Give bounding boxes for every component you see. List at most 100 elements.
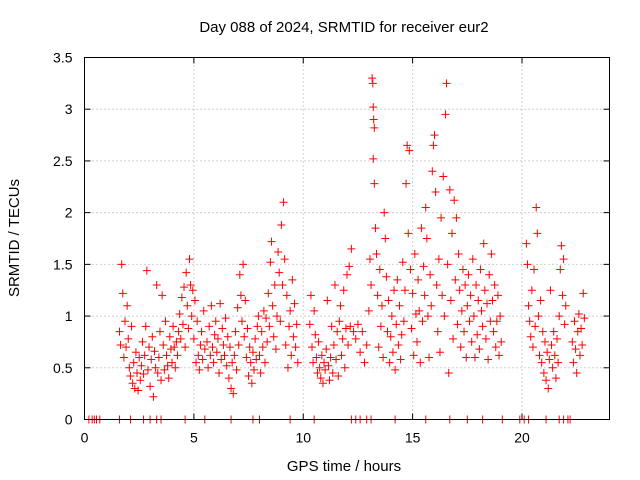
data-point [490,281,499,290]
data-point [423,312,432,321]
data-point [280,255,289,264]
data-point [339,286,348,295]
data-point [116,341,125,350]
data-point [130,384,139,393]
data-point [540,337,549,346]
data-point [408,289,417,298]
data-point [234,341,243,350]
data-point [275,268,284,277]
data-point [260,358,269,367]
data-point [215,368,224,377]
data-point [429,141,438,150]
data-point [213,334,222,343]
data-point [437,213,446,222]
data-point [441,110,450,119]
data-point [309,358,318,367]
data-point [255,351,264,360]
data-point [418,317,427,326]
data-point [463,301,472,310]
data-point [174,327,183,336]
data-point [287,351,296,360]
data-point [388,348,397,357]
data-point [416,358,425,367]
data-point [368,79,377,88]
data-point [390,286,399,295]
data-point [397,330,406,339]
data-point [394,341,403,350]
data-point [536,296,545,305]
data-point [428,167,437,176]
data-point [150,347,159,356]
data-point [538,327,547,336]
data-point [182,268,191,277]
data-point [160,365,169,374]
data-point [252,355,261,364]
data-point [320,358,329,367]
data-point [142,266,151,275]
data-point [547,341,556,350]
data-point [544,384,553,393]
data-point [220,351,229,360]
data-point [569,358,578,367]
data-point [312,353,321,362]
data-point [479,239,488,248]
data-point [381,234,390,243]
data-point [246,358,255,367]
data-point [282,291,291,300]
data-point [125,363,134,372]
data-point [267,237,276,246]
data-point [417,224,426,233]
data-point [178,320,187,329]
data-point [375,265,384,274]
data-point [322,345,331,354]
data-point [171,363,180,372]
data-point [133,368,141,377]
data-point [233,303,242,312]
data-point [176,334,185,343]
data-point [306,291,315,300]
data-point [370,123,379,132]
data-point [493,291,502,300]
data-point [483,299,491,308]
data-point [181,343,190,352]
data-point [484,355,493,364]
data-point [137,361,146,370]
y-tick-label: 1.5 [53,256,73,272]
data-point [535,351,544,360]
data-point [143,365,152,374]
data-point [175,310,184,319]
data-point [240,332,249,341]
data-point [305,320,314,329]
data-point [291,343,300,352]
data-point [399,317,408,326]
data-point [533,229,542,238]
data-point [485,270,494,279]
data-point [235,270,244,279]
data-point [430,131,439,140]
data-point [257,327,266,336]
data-point [337,351,346,360]
data-point [270,281,279,290]
data-point [333,327,342,336]
data-point [131,348,140,357]
data-point [323,296,332,305]
data-point [545,355,554,364]
data-point [229,389,238,398]
data-point [258,343,267,352]
data-point [360,358,369,367]
data-point [205,322,214,331]
data-point [127,322,136,331]
data-point [347,244,356,253]
data-point [398,258,407,267]
data-point [194,351,203,360]
data-point [464,270,473,279]
data-point [476,265,485,274]
data-point [548,363,557,372]
data-point [444,368,453,377]
data-point [203,337,211,346]
data-point [317,351,326,360]
data-point [448,229,456,238]
data-point [155,327,164,336]
data-point [241,296,250,305]
